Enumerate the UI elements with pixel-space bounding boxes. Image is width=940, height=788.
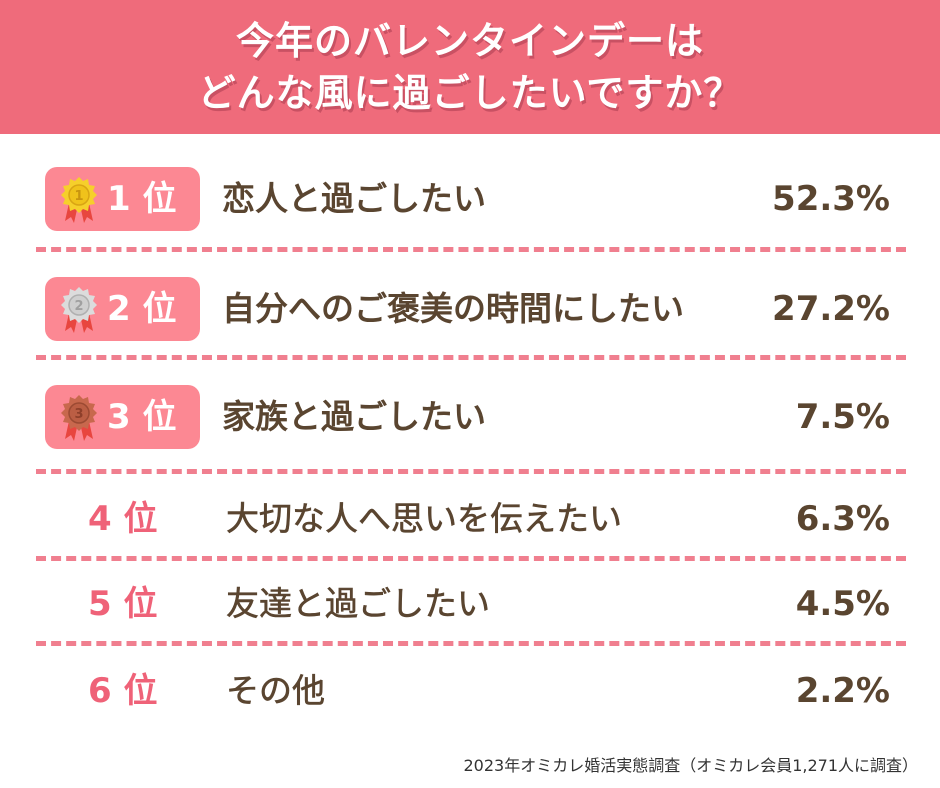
rank-badge-3: 3 3 位 [45, 385, 200, 449]
answer-percent: 52.3% [772, 179, 890, 219]
answer-percent: 2.2% [795, 671, 890, 711]
ranking-row-6: 6 位 その他 2.2% [0, 648, 940, 734]
silver-medal-icon: 2 [61, 287, 97, 333]
rank-label: 4 位 [88, 499, 158, 539]
svg-text:3: 3 [74, 407, 83, 422]
rank-label: 6 位 [88, 671, 158, 711]
source-note: 2023年オミカレ婚活実態調査（オミカレ会員1,271人に調査） [463, 756, 918, 775]
dashed-divider [36, 355, 906, 360]
title-line-1: 今年のバレンタインデーは [235, 19, 704, 63]
dashed-divider [36, 247, 906, 252]
rank-label: 2 位 [107, 289, 177, 329]
bronze-medal-icon: 3 [61, 395, 97, 441]
answer-label: 友達と過ごしたい [226, 584, 491, 624]
ranking-row-3: 3 3 位 家族と過ごしたい 7.5% [0, 378, 940, 464]
answer-percent: 6.3% [795, 499, 890, 539]
title-banner: 今年のバレンタインデーは どんな風に過ごしたいですか？ [0, 0, 940, 134]
answer-label: 大切な人へ思いを伝えたい [226, 499, 623, 539]
answer-label: 恋人と過ごしたい [222, 179, 486, 218]
answer-label: 自分へのご褒美の時間にしたい [222, 289, 684, 328]
dashed-divider [36, 641, 906, 646]
svg-text:2: 2 [74, 299, 83, 314]
rank-label: 5 位 [88, 584, 158, 624]
rank-badge-2: 2 2 位 [45, 277, 200, 341]
rank-label: 3 位 [107, 397, 177, 437]
ranking-row-2: 2 2 位 自分へのご褒美の時間にしたい 27.2% [0, 270, 940, 356]
svg-text:1: 1 [74, 189, 83, 204]
title-line-2: どんな風に過ごしたいですか？ [197, 71, 743, 115]
answer-label: その他 [226, 671, 326, 711]
answer-percent: 4.5% [795, 584, 890, 624]
answer-percent: 27.2% [772, 289, 890, 329]
dashed-divider [36, 556, 906, 561]
dashed-divider [36, 469, 906, 474]
rank-badge-1: 1 1 位 [45, 167, 200, 231]
answer-percent: 7.5% [795, 397, 890, 437]
ranking-row-4: 4 位 大切な人へ思いを伝えたい 6.3% [0, 476, 940, 562]
rank-label: 1 位 [107, 179, 177, 219]
ranking-row-5: 5 位 友達と過ごしたい 4.5% [0, 561, 940, 647]
ranking-row-1: 1 1 位 恋人と過ごしたい 52.3% [0, 160, 940, 246]
gold-medal-icon: 1 [61, 177, 97, 223]
answer-label: 家族と過ごしたい [222, 397, 486, 436]
